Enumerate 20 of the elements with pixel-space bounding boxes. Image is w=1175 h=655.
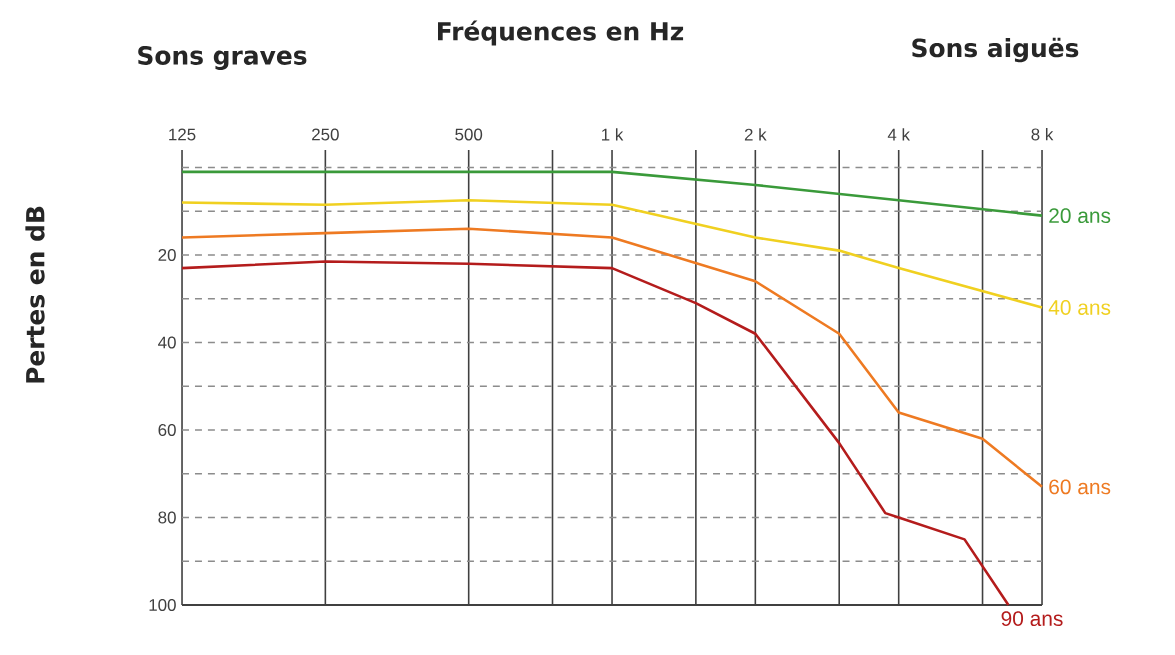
x-tick-label: 125: [169, 128, 196, 141]
x-tick-label: 250: [312, 128, 339, 141]
y-tick-label: 40: [158, 336, 176, 349]
y-tick-label: 20: [158, 248, 176, 261]
x-tick-label: 500: [455, 128, 483, 141]
series-label: 40 ans: [1048, 300, 1111, 315]
x-tick-label: 4 k: [887, 128, 910, 141]
text: Sons aiguës: [912, 37, 1079, 63]
y-tick-label: 100: [149, 598, 176, 611]
x-tick-label: 8 k: [1031, 128, 1054, 141]
y-tick-label: 80: [158, 511, 176, 524]
x-axis-title: Fréquences en Hz: [438, 20, 684, 46]
x-tick-label: 1 k: [602, 128, 624, 141]
series-label: 20 ans: [1049, 208, 1111, 224]
text: Sons graves: [138, 46, 307, 70]
y-tick-label: 60: [158, 423, 176, 436]
series-label: 90 ans: [1001, 611, 1063, 626]
series-label: 60 ans: [1049, 479, 1111, 495]
x-tick-label: 2 k: [744, 128, 767, 141]
y-axis-title: Pertes en dB: [25, 206, 45, 383]
